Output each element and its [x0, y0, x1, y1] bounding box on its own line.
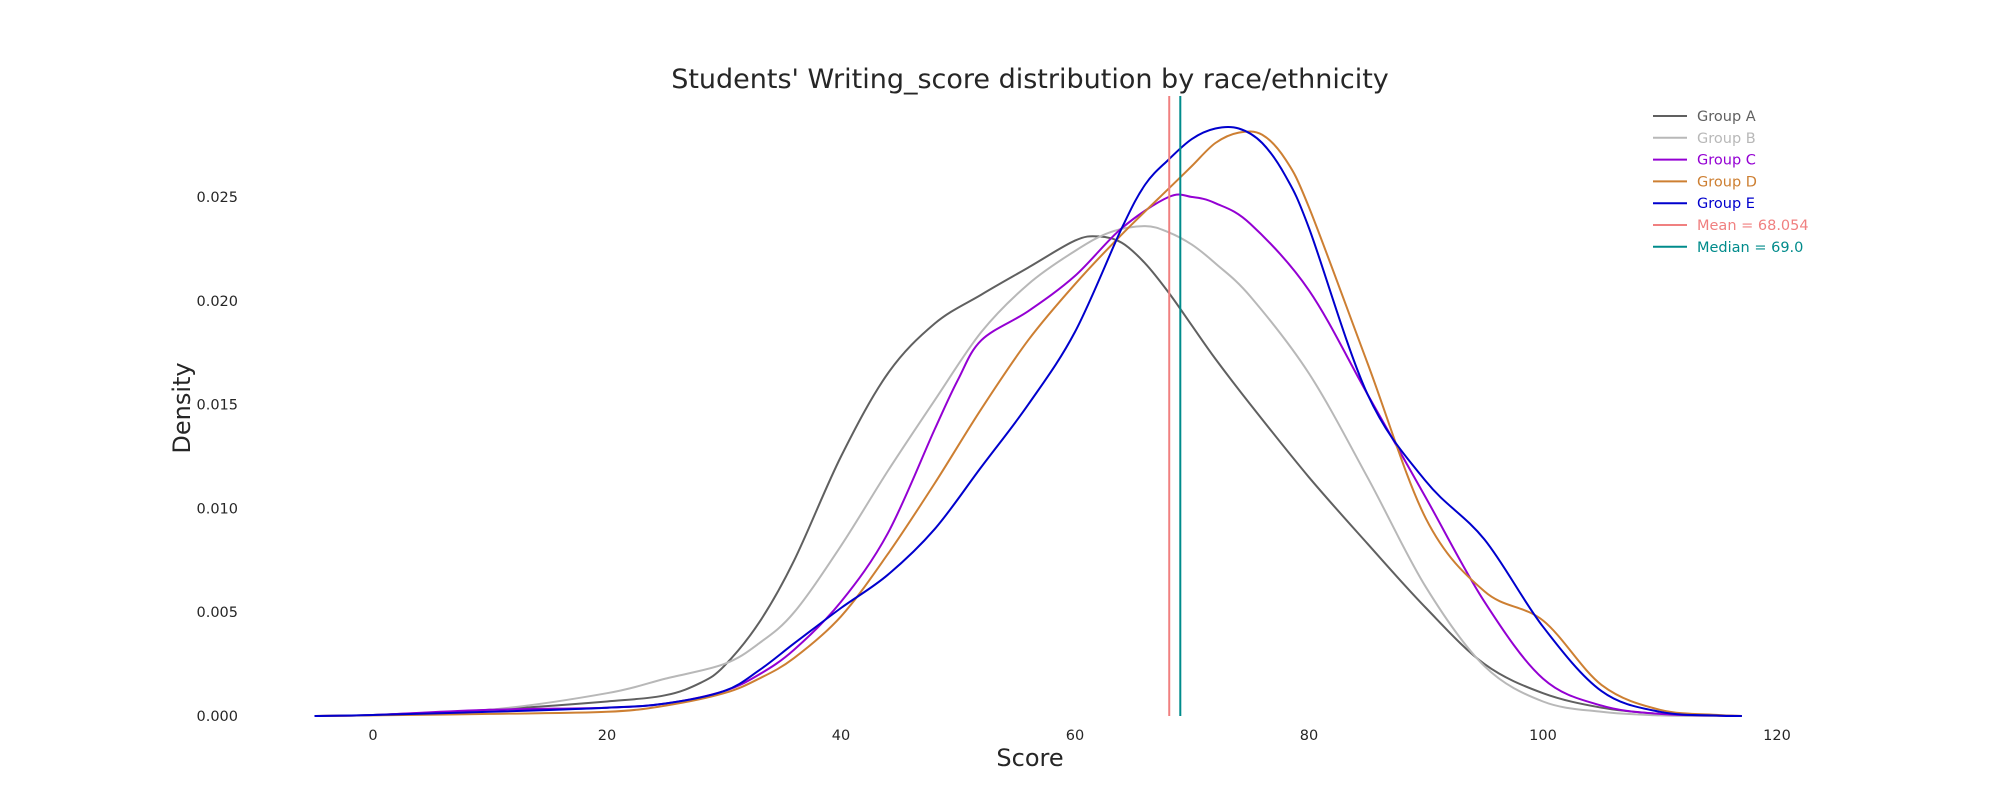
x-tick-label: 60 [1066, 728, 1084, 744]
chart-title: Students' Writing_score distribution by … [671, 64, 1389, 95]
y-tick-label: 0.025 [196, 190, 238, 206]
series-line-group-d [314, 130, 1742, 717]
series-layer [314, 125, 1742, 718]
legend-label: Mean = 68.054 [1697, 218, 1809, 234]
series-line-group-a [314, 235, 1742, 717]
y-tick-label: 0.020 [196, 294, 238, 310]
x-tick-label: 80 [1300, 728, 1318, 744]
x-tick-label: 120 [1763, 728, 1791, 744]
y-axis-label: Density [168, 362, 196, 453]
legend: Group A Group B Group C Group D Group E Mean … [1653, 109, 1809, 256]
reference-lines [1168, 96, 1182, 716]
legend-label: Group C [1697, 153, 1756, 169]
legend-label: Group A [1697, 109, 1756, 125]
x-tick-label: 100 [1529, 728, 1557, 744]
series-line-group-e [314, 125, 1742, 718]
x-tick-labels: 0 20 40 60 80 100 120 [368, 728, 1790, 744]
series-line-group-c [314, 193, 1742, 717]
x-tick-label: 0 [368, 728, 377, 744]
legend-label: Group E [1697, 196, 1755, 212]
x-tick-label: 20 [598, 728, 616, 744]
y-tick-label: 0.010 [196, 501, 238, 517]
x-tick-label: 40 [832, 728, 850, 744]
x-axis-label: Score [996, 744, 1063, 772]
legend-label: Group B [1697, 131, 1756, 147]
y-tick-label: 0.015 [196, 398, 238, 414]
series-line-group-b [314, 225, 1742, 718]
legend-label: Median = 69.0 [1697, 240, 1803, 256]
y-tick-label: 0.005 [196, 605, 238, 621]
y-tick-labels: 0.000 0.005 0.010 0.015 0.020 0.025 [196, 190, 238, 725]
y-tick-label: 0.000 [196, 709, 238, 725]
legend-label: Group D [1697, 174, 1757, 190]
